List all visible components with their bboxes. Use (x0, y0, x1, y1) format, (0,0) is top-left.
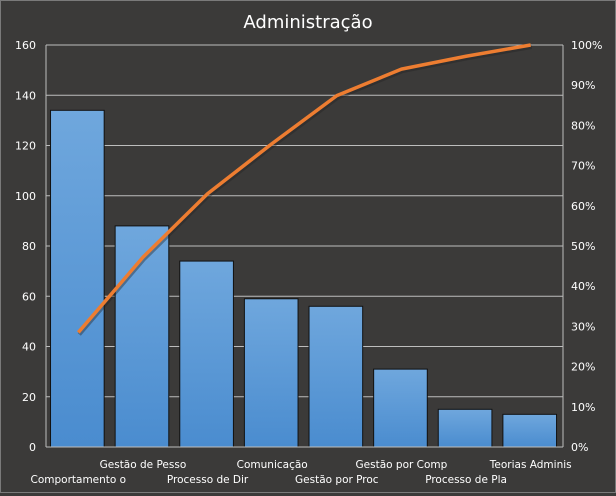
chart-title: Administração (243, 12, 372, 33)
bar (502, 413, 558, 448)
y2-tick-label: 60% (571, 200, 595, 213)
x-tick-label: Teorias Adminis (489, 459, 572, 471)
y-tick-label: 140 (15, 89, 36, 102)
y2-tick-label: 90% (571, 79, 595, 92)
y-tick-label: 120 (15, 140, 36, 153)
y-tick-label: 0 (29, 441, 36, 454)
y-tick-label: 100 (15, 190, 36, 203)
y2-tick-label: 0% (571, 441, 588, 454)
x-tick-label: Processo de Dir (167, 474, 249, 486)
y-tick-label: 20 (22, 391, 36, 404)
bar (437, 408, 493, 448)
y-tick-label: 40 (22, 341, 36, 354)
y-tick-label: 160 (15, 39, 36, 52)
y2-tick-label: 30% (571, 320, 595, 333)
cumulative-line (76, 43, 531, 334)
x-tick-label: Gestão de Pesso (100, 459, 187, 471)
bar (114, 225, 170, 448)
y2-tick-label: 20% (571, 361, 595, 374)
x-tick-label: Processo de Pla (425, 474, 507, 486)
x-tick-label: Gestão por Comp (356, 459, 448, 471)
y-tick-label: 60 (22, 290, 36, 303)
bar (373, 368, 428, 448)
y2-tick-label: 40% (571, 280, 595, 293)
x-tick-label: Gestão por Proc (295, 474, 379, 486)
y2-tick-label: 10% (571, 401, 595, 414)
y2-tick-label: 80% (571, 119, 595, 132)
bar (243, 298, 299, 448)
y2-tick-label: 70% (571, 160, 595, 173)
y2-tick-label: 100% (571, 39, 602, 52)
cumulative-line-shadow (77, 45, 533, 336)
y2-tick-label: 50% (571, 240, 595, 253)
y-tick-label: 80 (22, 240, 36, 253)
x-tick-label: Comportamento o (31, 474, 127, 486)
x-tick-label: Comunicação (237, 459, 308, 471)
bar (50, 109, 105, 448)
bar (308, 305, 364, 448)
bar (179, 260, 234, 448)
